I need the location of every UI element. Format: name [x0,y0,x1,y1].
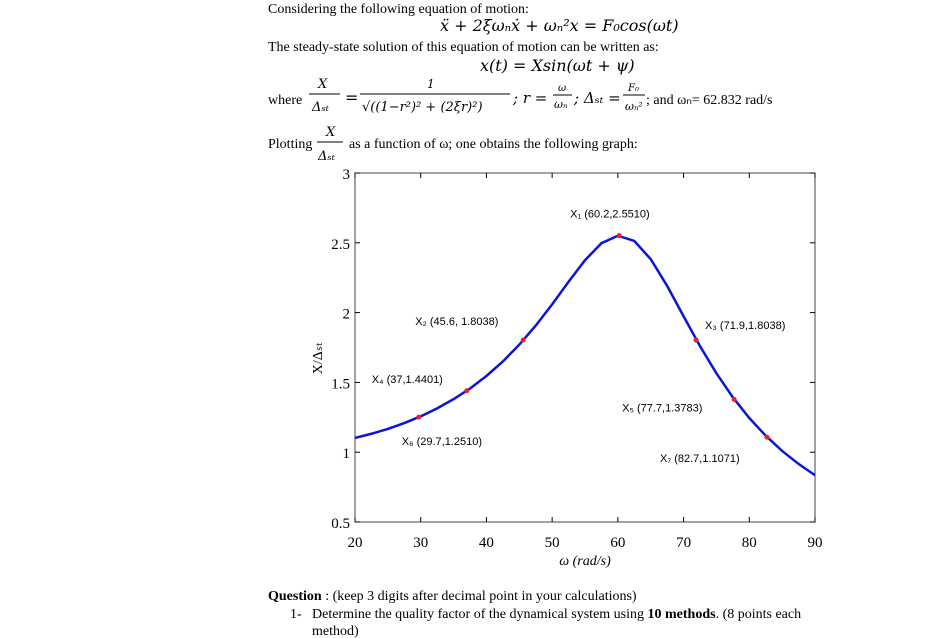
x-tick-label: 90 [808,535,823,551]
point-label: X₅ (77.7,1.3783) [622,402,702,414]
y-tick-label: 1 [343,446,351,462]
fraction-den: Δₛₜ [311,100,330,115]
delta-def: ; Δₛₜ = [573,89,621,107]
fraction-num: X [317,77,328,92]
fraction-den: ωₙ [554,98,567,111]
question-text: : (keep 3 digits after decimal point in … [322,589,637,604]
x-tick-label: 20 [348,535,363,551]
marked-point [764,434,770,440]
marked-point [416,414,422,420]
fraction-den: √((1−r²)² + (2ξr)²) [362,100,483,115]
fraction-num: ω [558,83,566,94]
item-text: method) [312,624,359,638]
x-tick-label: 80 [742,535,757,551]
equals: = [345,88,358,107]
point-label: X₆ (29.7,1.2510) [402,436,482,448]
point-label: X₁ (60.2,2.5510) [570,209,650,221]
plotting-text: as a function of ω; one obtains the foll… [349,137,638,152]
marked-point [731,396,737,402]
wn-value: ; and ωₙ= 62.832 rad/s [646,93,773,108]
question: Question : (keep 3 digits after decimal … [268,589,637,604]
y-tick-label: 2.5 [331,237,350,253]
point-label: X₂ (45.6, 1.8038) [415,316,498,328]
x-tick-label: 50 [545,535,560,551]
plot-frame [354,172,816,523]
y-tick-label: 1.5 [331,376,350,392]
r-def: ; r = [512,89,547,107]
item-bold: 10 methods [648,607,717,622]
fraction-den: ωₙ² [625,100,643,113]
equation: ẍ + 2ξωₙẋ + ωₙ²x = F₀cos(ωt) [440,16,679,35]
response-curve [354,234,816,477]
plotting-label: Plotting [268,137,312,152]
item-text: Determine the quality factor of the dyna… [312,607,648,622]
x-axis-title: ω (rad/s) [559,554,611,569]
x-tick-label: 60 [610,535,625,551]
item-text: . (8 points each [716,607,802,622]
marked-point [693,337,699,343]
fraction-num: F₀ [627,83,639,94]
where-label: where [268,93,302,108]
y-tick-label: 0.5 [331,516,350,532]
marked-point [520,337,526,343]
point-label: X₃ (71.9,1.8038) [705,320,785,332]
intro: Considering the following equation of mo… [268,2,529,17]
fraction-den: Δₛₜ [317,149,336,164]
x-tick-label: 30 [413,535,428,551]
steady-state-text: The steady-state solution of this equati… [268,40,659,55]
marked-point [464,388,470,394]
solution: x(t) = Xsin(ωt + ψ) [480,56,635,75]
y-tick-label: 3 [343,167,351,183]
x-tick-label: 40 [479,535,494,551]
point-label: X₇ (82.7,1.1071) [660,453,740,465]
point-label: X₄ (37,1.4401) [372,374,443,386]
marked-point [616,233,622,239]
y-axis-title: X/Δₛₜ [311,342,326,374]
fraction-num: 1 [427,77,435,91]
y-tick-label: 2 [343,307,351,323]
item-text: Determine the quality factor of the dyna… [312,607,801,622]
x-tick-label: 70 [676,535,691,551]
item-number: 1- [290,607,302,622]
fraction-num: X [325,125,336,140]
question-label: Question [268,589,322,604]
